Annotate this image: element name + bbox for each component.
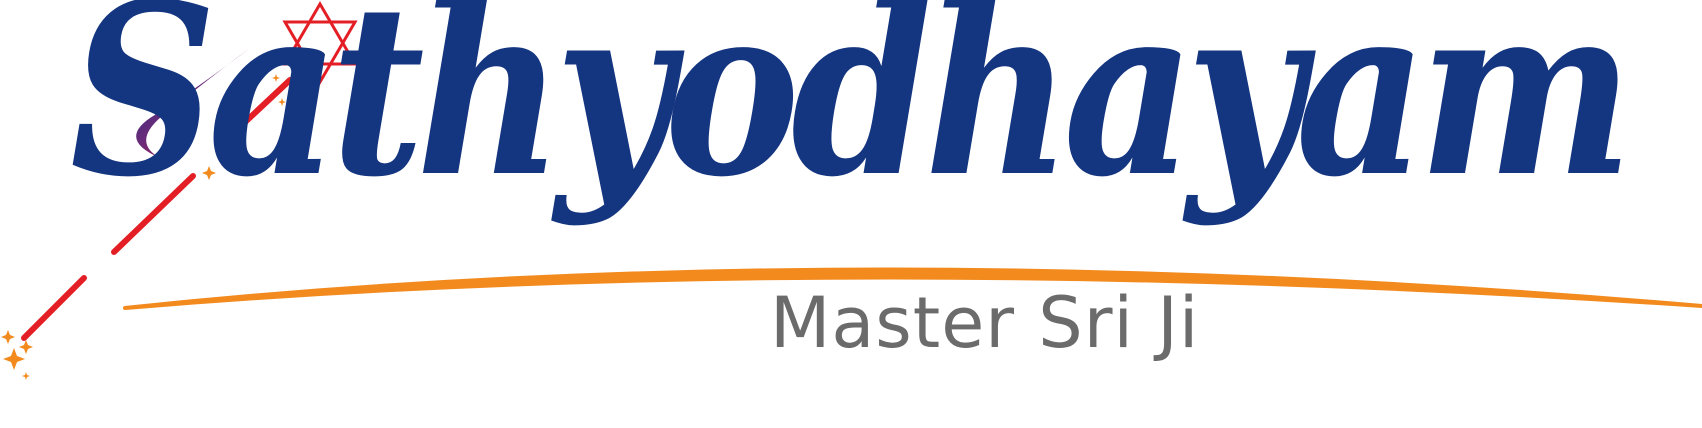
star-of-david-icon — [282, 1, 358, 85]
brand-tagline: Master Sri Ji — [770, 282, 1200, 364]
s-tail-flourish — [136, 48, 250, 158]
comet-streak-icon — [21, 77, 293, 341]
sparkle-icon — [1, 74, 301, 380]
arc-swoosh-icon — [123, 267, 1702, 310]
brand-wordmark: Sathyodhayam — [70, 0, 1633, 229]
